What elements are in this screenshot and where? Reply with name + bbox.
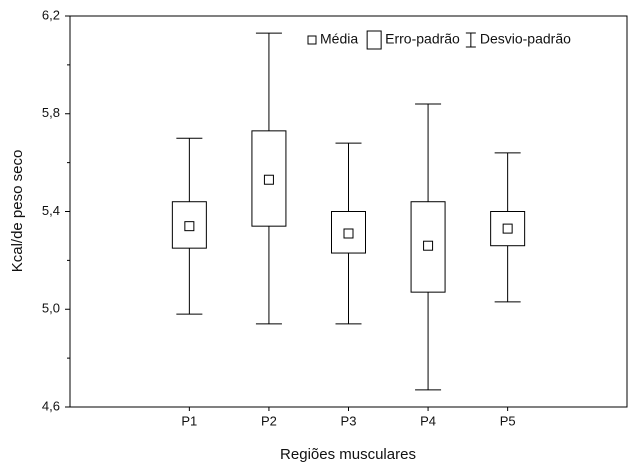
x-tick-label: P3 <box>341 413 357 428</box>
x-tick-label: P5 <box>500 413 516 428</box>
x-tick-label: P2 <box>261 413 277 428</box>
x-axis-title: Regiões musculares <box>280 446 416 463</box>
x-tick-label: P4 <box>420 413 436 428</box>
mean-marker <box>502 223 513 234</box>
y-tick-label: 5,8 <box>42 105 60 120</box>
legend-mean-icon <box>307 35 317 45</box>
mean-marker <box>423 240 434 251</box>
mean-marker <box>184 221 195 232</box>
y-tick-label: 6,2 <box>42 7 60 22</box>
legend-box-icon <box>366 30 382 50</box>
legend-label: Erro-padrão <box>385 31 460 47</box>
y-tick-label: 5,4 <box>42 203 60 218</box>
mean-marker <box>343 228 354 239</box>
y-tick-label: 4,6 <box>42 398 60 413</box>
legend-label: Desvio-padrão <box>480 31 571 47</box>
mean-marker <box>263 174 274 185</box>
legend-label: Média <box>320 31 358 47</box>
y-tick-label: 5,0 <box>42 301 60 316</box>
x-tick-label: P1 <box>181 413 197 428</box>
y-axis-title: Kcal/de peso seco <box>9 150 26 273</box>
